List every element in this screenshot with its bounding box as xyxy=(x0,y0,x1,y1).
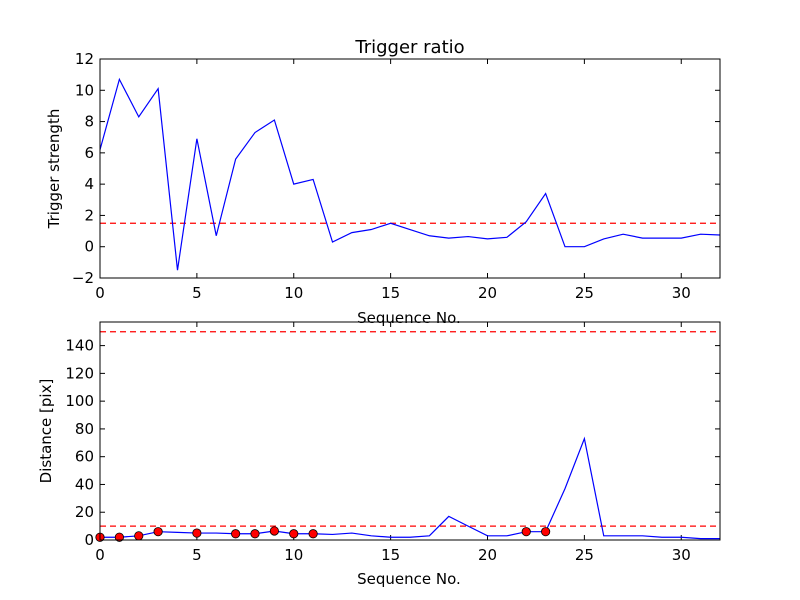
distance-y-tick-label: 60 xyxy=(75,448,94,466)
trigger-ratio-y-tick-label: 12 xyxy=(75,50,94,68)
distance-y-tick-label: 120 xyxy=(65,364,94,382)
distance-data-point xyxy=(521,527,531,537)
distance-data-point xyxy=(250,529,260,539)
trigger-ratio-x-tick-label: 0 xyxy=(95,284,105,302)
trigger-ratio-x-tick-label: 30 xyxy=(672,284,691,302)
trigger-ratio-ylabel: Trigger strength xyxy=(45,109,63,230)
trigger-ratio-plot-area xyxy=(99,58,721,279)
distance-data-point xyxy=(231,529,241,539)
distance-x-tick-label: 25 xyxy=(575,546,594,564)
distance-x-tick-label: 30 xyxy=(672,546,691,564)
distance-data-point xyxy=(114,532,124,542)
trigger-ratio-y-tick-label: 10 xyxy=(75,81,94,99)
distance-x-tick-label: 0 xyxy=(95,546,105,564)
distance-y-tick-label: 20 xyxy=(75,503,94,521)
distance-series-line xyxy=(100,436,720,540)
trigger-ratio-axes-frame xyxy=(99,58,721,279)
distance-data-point xyxy=(153,527,163,537)
trigger-ratio-y-tick-label: 0 xyxy=(84,238,94,256)
distance-data-point xyxy=(289,529,299,539)
trigger-ratio-y-tick-label: 8 xyxy=(84,113,94,131)
distance-y-tick-label: 0 xyxy=(84,531,94,549)
trigger-ratio-x-tick-label: 10 xyxy=(284,284,303,302)
distance-data-point xyxy=(134,531,144,541)
distance-data-point xyxy=(192,528,202,538)
distance-y-tick-label: 80 xyxy=(75,420,94,438)
distance-y-tick-label: 40 xyxy=(75,475,94,493)
trigger-ratio-panel: Trigger ratio Sequence No. Trigger stren… xyxy=(45,37,721,327)
trigger-ratio-y-tick-label: 2 xyxy=(84,206,94,224)
trigger-ratio-y-tick-label: 4 xyxy=(84,175,94,193)
trigger-ratio-x-tick-label: 20 xyxy=(478,284,497,302)
distance-ylabel: Distance [pix] xyxy=(37,379,55,484)
trigger-ratio-x-tick-label: 5 xyxy=(192,284,202,302)
distance-y-tick-label: 100 xyxy=(65,392,94,410)
distance-data-point xyxy=(269,526,279,536)
distance-x-tick-label: 20 xyxy=(478,546,497,564)
trigger-ratio-y-tick-label: 6 xyxy=(84,144,94,162)
trigger-ratio-title: Trigger ratio xyxy=(354,37,464,58)
distance-x-tick-label: 5 xyxy=(192,546,202,564)
distance-axes-frame xyxy=(99,321,721,541)
distance-data-point xyxy=(308,529,318,539)
distance-plot-area xyxy=(95,321,721,542)
trigger-ratio-xlabel: Sequence No. xyxy=(357,309,461,327)
trigger-ratio-y-tick-label: −2 xyxy=(72,269,94,287)
distance-y-tick-label: 140 xyxy=(65,337,94,355)
distance-ticks: 0 5 10 15 20 25 30 0 20 40 60 80 100 120 140 xyxy=(65,322,720,564)
distance-x-tick-label: 10 xyxy=(284,546,303,564)
distance-data-point xyxy=(541,527,551,537)
distance-x-tick-label: 15 xyxy=(381,546,400,564)
trigger-ratio-series-line xyxy=(100,77,720,271)
distance-panel: Sequence No. Distance [pix] 0 5 10 15 20 25 30… xyxy=(37,321,721,588)
trigger-ratio-x-tick-label: 25 xyxy=(575,284,594,302)
distance-xlabel: Sequence No. xyxy=(357,570,461,588)
trigger-ratio-x-tick-label: 15 xyxy=(381,284,400,302)
